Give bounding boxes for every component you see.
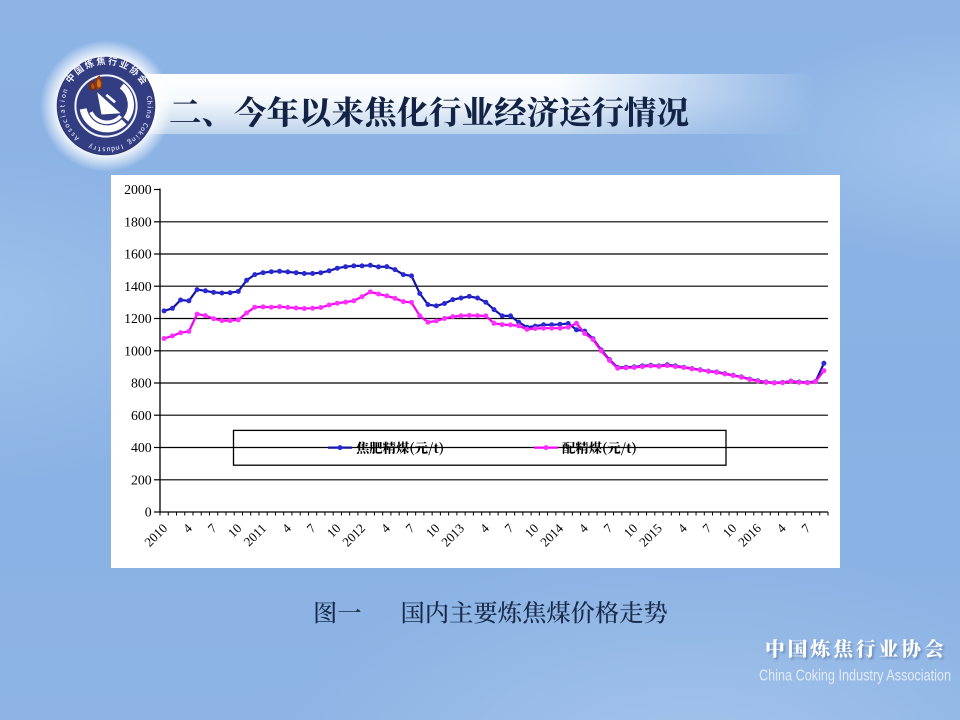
svg-text:1200: 1200: [124, 311, 152, 326]
svg-text:400: 400: [131, 440, 152, 455]
svg-text:1400: 1400: [124, 279, 152, 294]
svg-text:1800: 1800: [124, 214, 152, 229]
svg-text:1600: 1600: [124, 247, 152, 262]
svg-text:2000: 2000: [124, 182, 152, 197]
svg-text:600: 600: [131, 408, 152, 423]
svg-text:800: 800: [131, 376, 152, 391]
svg-text:China Coking Industry Associat: China Coking Industry Association: [759, 668, 951, 685]
svg-text:1000: 1000: [124, 343, 152, 358]
svg-text:200: 200: [131, 472, 152, 487]
svg-text:0: 0: [145, 505, 152, 520]
